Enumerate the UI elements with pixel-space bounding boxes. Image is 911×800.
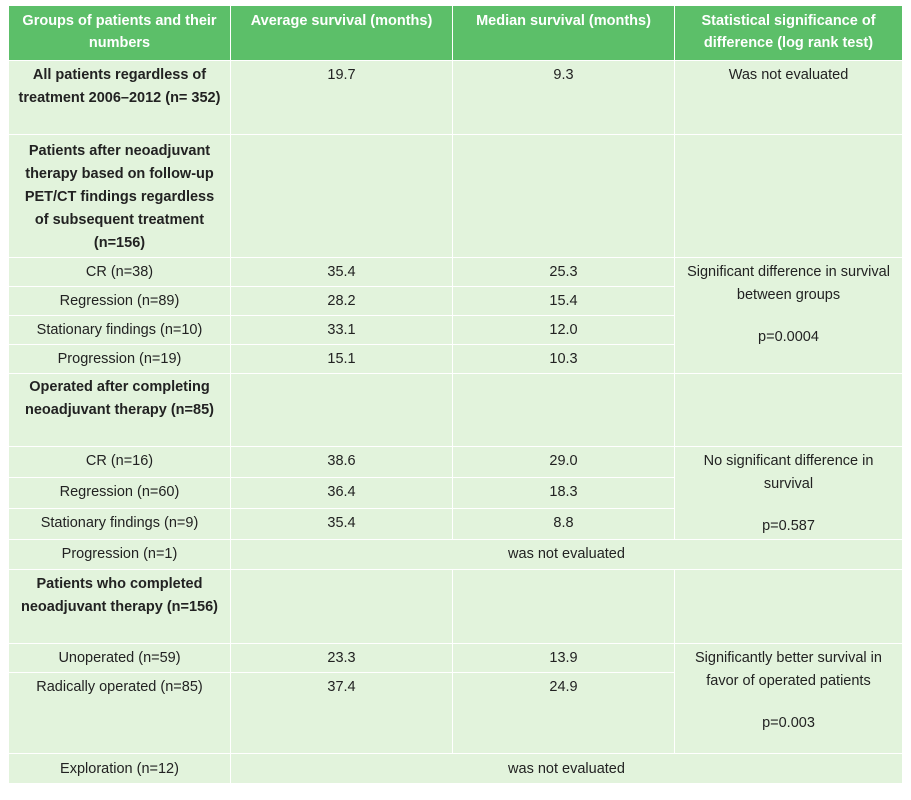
table-row: Progression (n=19) 15.1 10.3	[8, 344, 903, 374]
row-label: CR (n=38)	[8, 257, 231, 287]
row-label: Radically operated (n=85)	[8, 672, 231, 754]
average-cell: 36.4	[230, 477, 453, 509]
not-evaluated-cell: was not evaluated	[230, 753, 903, 784]
row-label: Stationary findings (n=10)	[8, 315, 231, 345]
table-row: CR (n=16) 38.6 29.0 No significant diffe…	[8, 446, 903, 540]
average-cell: 15.1	[230, 344, 453, 374]
not-evaluated-cell: was not evaluated	[230, 539, 903, 570]
header-groups: Groups of patients and their numbers	[8, 5, 231, 61]
significance-cell: Significant difference in survival betwe…	[674, 257, 903, 374]
p-value: p=0.0004	[758, 329, 819, 345]
group-label-completed: Patients who completed neoadjuvant thera…	[8, 569, 231, 644]
table-row: Radically operated (n=85) 37.4 24.9	[8, 672, 903, 754]
survival-table: Groups of patients and their numbers Ave…	[8, 5, 903, 784]
header-row: Groups of patients and their numbers Ave…	[8, 5, 903, 61]
significance-text: Significant difference in survival betwe…	[687, 264, 890, 303]
average-cell: 28.2	[230, 286, 453, 316]
row-label: Progression (n=1)	[8, 539, 231, 570]
significance-cell: No significant difference in survival p=…	[674, 446, 903, 540]
row-label: Progression (n=19)	[8, 344, 231, 374]
table-row-group-heading: Operated after completing neoadjuvant th…	[8, 373, 903, 447]
row-label: Unoperated (n=59)	[8, 643, 231, 673]
significance-text: No significant difference in survival	[703, 453, 874, 492]
average-cell: 19.7	[230, 60, 453, 135]
table-row: Stationary findings (n=10) 33.1 12.0	[8, 315, 903, 345]
p-value: p=0.587	[762, 518, 815, 534]
table-row: Regression (n=89) 28.2 15.4	[8, 286, 903, 316]
median-cell: 24.9	[452, 672, 675, 754]
median-cell: 29.0	[452, 446, 675, 478]
table-row: Exploration (n=12) was not evaluated	[8, 753, 903, 784]
row-label: Exploration (n=12)	[8, 753, 231, 784]
header-significance: Statistical significance of difference (…	[674, 5, 903, 61]
median-cell: 12.0	[452, 315, 675, 345]
median-cell: 18.3	[452, 477, 675, 509]
table-row: CR (n=38) 35.4 25.3 Significant differen…	[8, 257, 903, 374]
average-cell: 35.4	[230, 508, 453, 540]
significance-cell: Significantly better survival in favor o…	[674, 643, 903, 754]
group-label-operated: Operated after completing neoadjuvant th…	[8, 373, 231, 447]
median-cell: 15.4	[452, 286, 675, 316]
table-row-group-heading: Patients after neoadjuvant therapy based…	[8, 134, 903, 258]
significance-cell: Was not evaluated	[674, 60, 903, 135]
significance-text: Significantly better survival in favor o…	[695, 650, 882, 689]
median-cell: 13.9	[452, 643, 675, 673]
p-value: p=0.003	[762, 715, 815, 731]
row-label: Stationary findings (n=9)	[8, 508, 231, 540]
header-average: Average survival (months)	[230, 5, 453, 61]
median-cell: 25.3	[452, 257, 675, 287]
row-label: Regression (n=60)	[8, 477, 231, 509]
table-row: Progression (n=1) was not evaluated	[8, 539, 903, 570]
table-row-all-patients: All patients regardless of treatment 200…	[8, 60, 903, 135]
median-cell: 8.8	[452, 508, 675, 540]
average-cell: 38.6	[230, 446, 453, 478]
group-label-all-patients: All patients regardless of treatment 200…	[8, 60, 231, 135]
median-cell: 10.3	[452, 344, 675, 374]
average-cell: 23.3	[230, 643, 453, 673]
average-cell: 37.4	[230, 672, 453, 754]
table-row: Stationary findings (n=9) 35.4 8.8	[8, 508, 903, 540]
average-cell: 33.1	[230, 315, 453, 345]
average-cell: 35.4	[230, 257, 453, 287]
group-label-pet-ct: Patients after neoadjuvant therapy based…	[8, 134, 231, 258]
row-label: CR (n=16)	[8, 446, 231, 478]
row-label: Regression (n=89)	[8, 286, 231, 316]
table-row: Regression (n=60) 36.4 18.3	[8, 477, 903, 509]
table-row: Unoperated (n=59) 23.3 13.9 Significantl…	[8, 643, 903, 754]
median-cell: 9.3	[452, 60, 675, 135]
table-row-group-heading: Patients who completed neoadjuvant thera…	[8, 569, 903, 644]
header-median: Median survival (months)	[452, 5, 675, 61]
